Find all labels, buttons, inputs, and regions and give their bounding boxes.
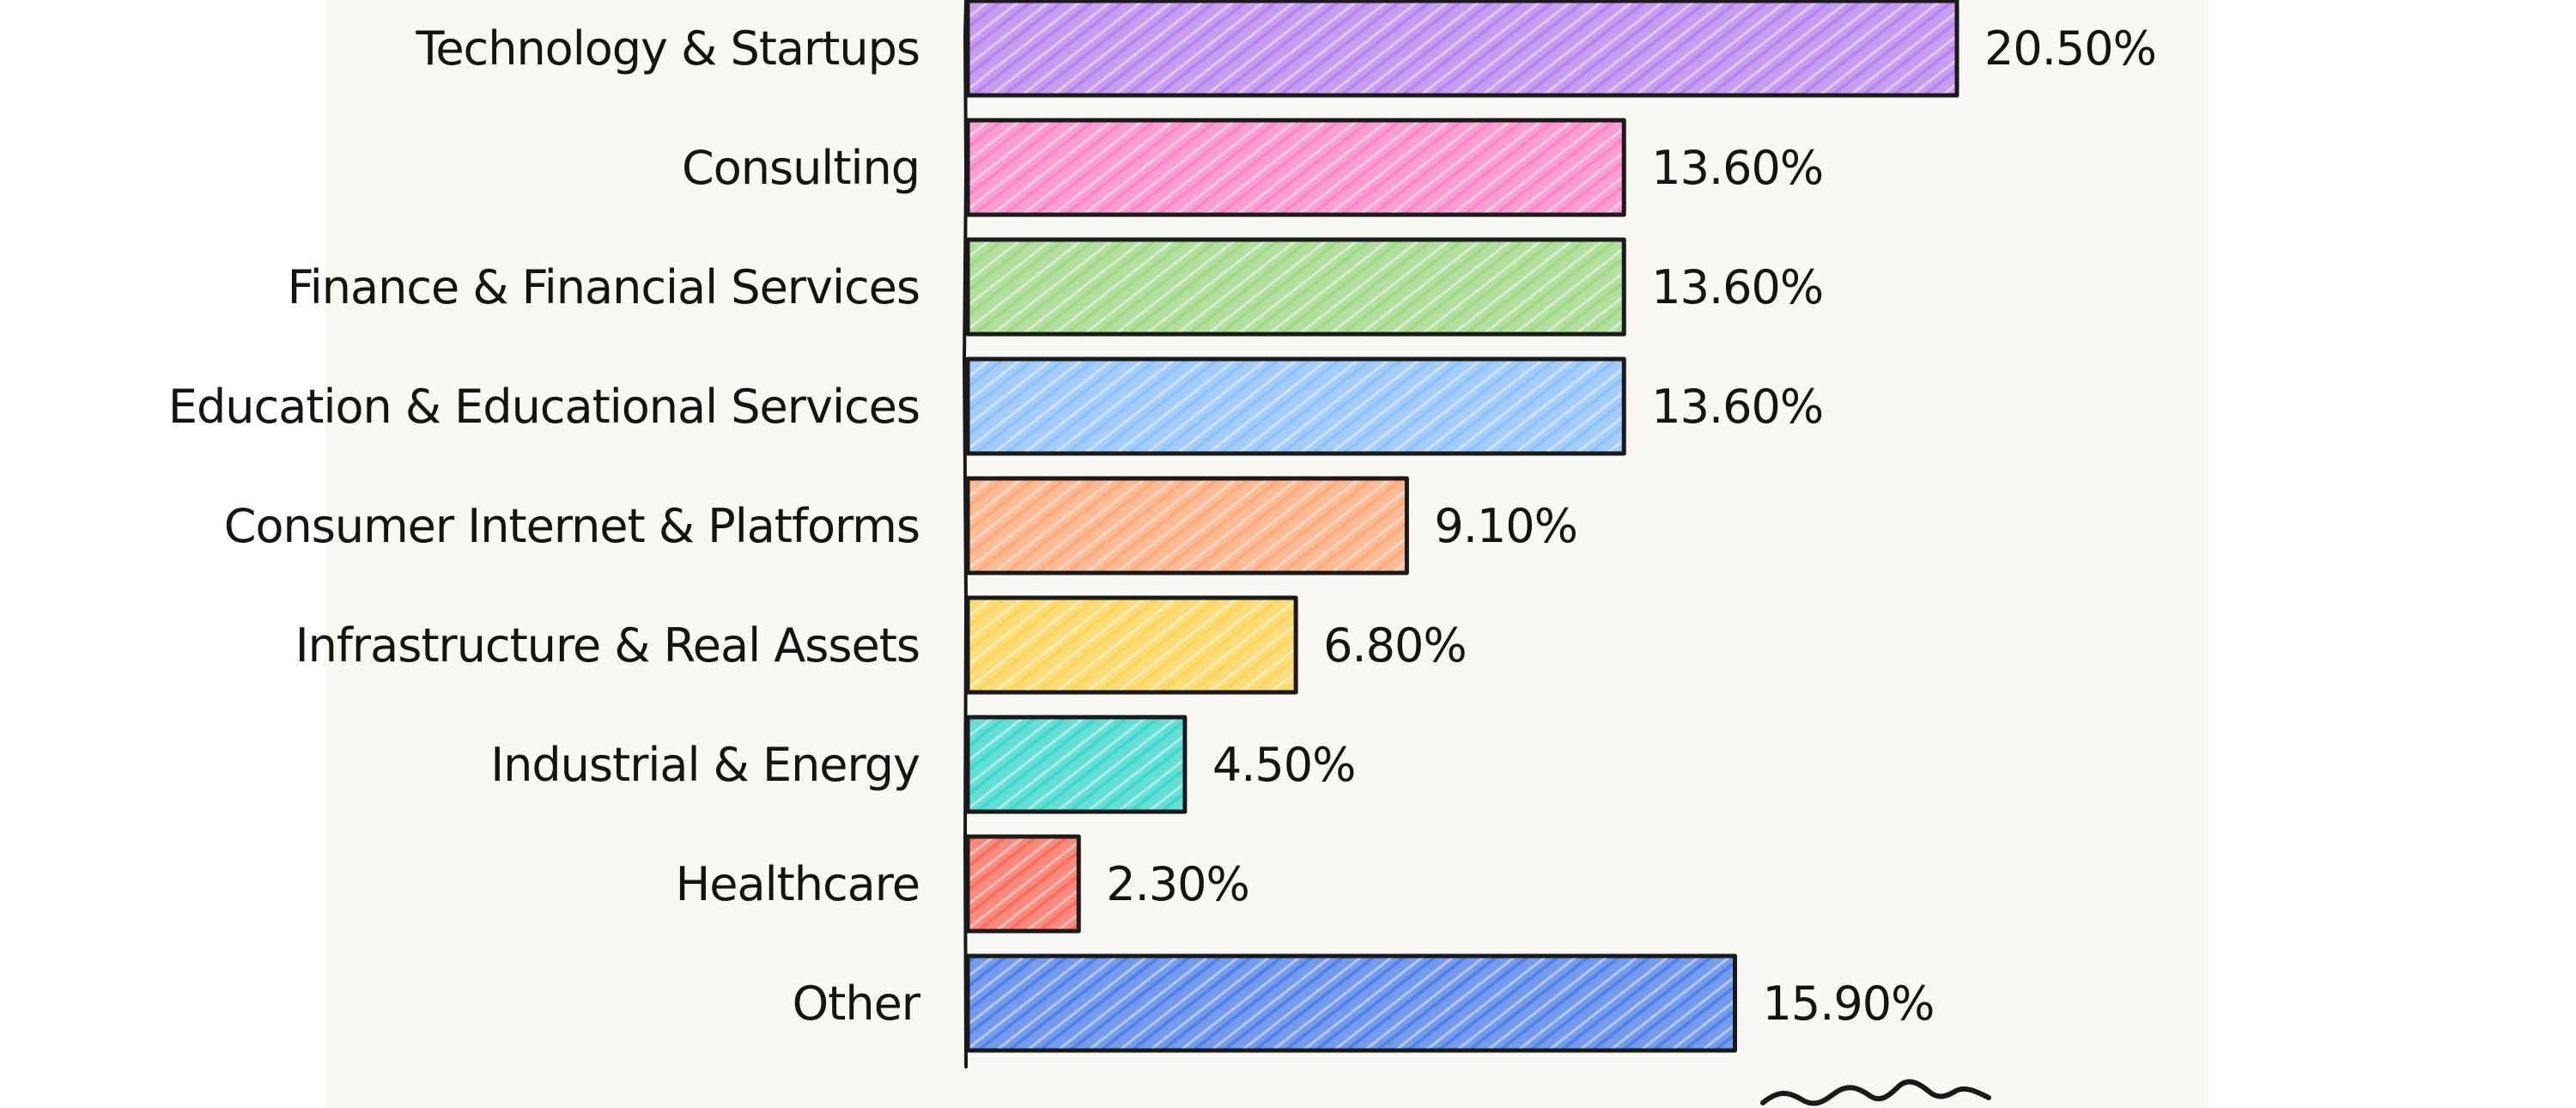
bar-finance-and-financial-services — [965, 237, 1626, 337]
bar-infrastructure-and-real-assets — [965, 595, 1298, 695]
value-label-healthcare: 2.30% — [1106, 857, 1249, 911]
axis — [962, 0, 1991, 1106]
value-label-consumer-internet-and-platforms: 9.10% — [1434, 499, 1577, 553]
value-label-finance-and-financial-services: 13.60% — [1651, 260, 1823, 314]
y-axis-line — [962, 0, 969, 1068]
category-label-education-and-educational-services: Education & Educational Services — [168, 380, 920, 434]
value-label-industrial-and-energy: 4.50% — [1212, 738, 1356, 792]
category-label-finance-and-financial-services: Finance & Financial Services — [288, 260, 920, 314]
category-label-healthcare: Healthcare — [676, 857, 920, 911]
bars — [965, 0, 1959, 1053]
category-label-consumer-internet-and-platforms: Consumer Internet & Platforms — [224, 499, 920, 553]
bar-education-and-educational-services — [965, 356, 1626, 456]
value-label-other: 15.90% — [1763, 977, 1935, 1031]
category-label-infrastructure-and-real-assets: Infrastructure & Real Assets — [295, 618, 920, 673]
value-label-consulting: 13.60% — [1651, 141, 1823, 195]
value-labels: 20.50% 13.60% 13.60% 13.60% 9.10% 6.80% 4.50% 2… — [1106, 21, 2157, 1031]
category-label-consulting: Consulting — [682, 141, 920, 195]
value-label-education-and-educational-services: 13.60% — [1651, 380, 1823, 434]
category-label-technology-and-startups: Technology & Startups — [416, 21, 920, 76]
bar-technology-and-startups — [965, 0, 1959, 98]
category-label-other: Other — [793, 977, 921, 1031]
bar-consulting — [965, 118, 1626, 217]
category-labels: Technology & Startups Consulting Finance &… — [168, 21, 922, 1031]
bar-industrial-and-energy — [965, 715, 1188, 814]
decorative-squiggle — [1760, 1079, 1991, 1106]
value-label-technology-and-startups: 20.50% — [1984, 21, 2156, 76]
bar-healthcare — [965, 834, 1081, 934]
category-label-industrial-and-energy: Industrial & Energy — [490, 738, 920, 792]
bar-consumer-internet-and-platforms — [965, 476, 1409, 575]
bar-other — [965, 953, 1738, 1053]
value-label-infrastructure-and-real-assets: 6.80% — [1323, 618, 1467, 673]
